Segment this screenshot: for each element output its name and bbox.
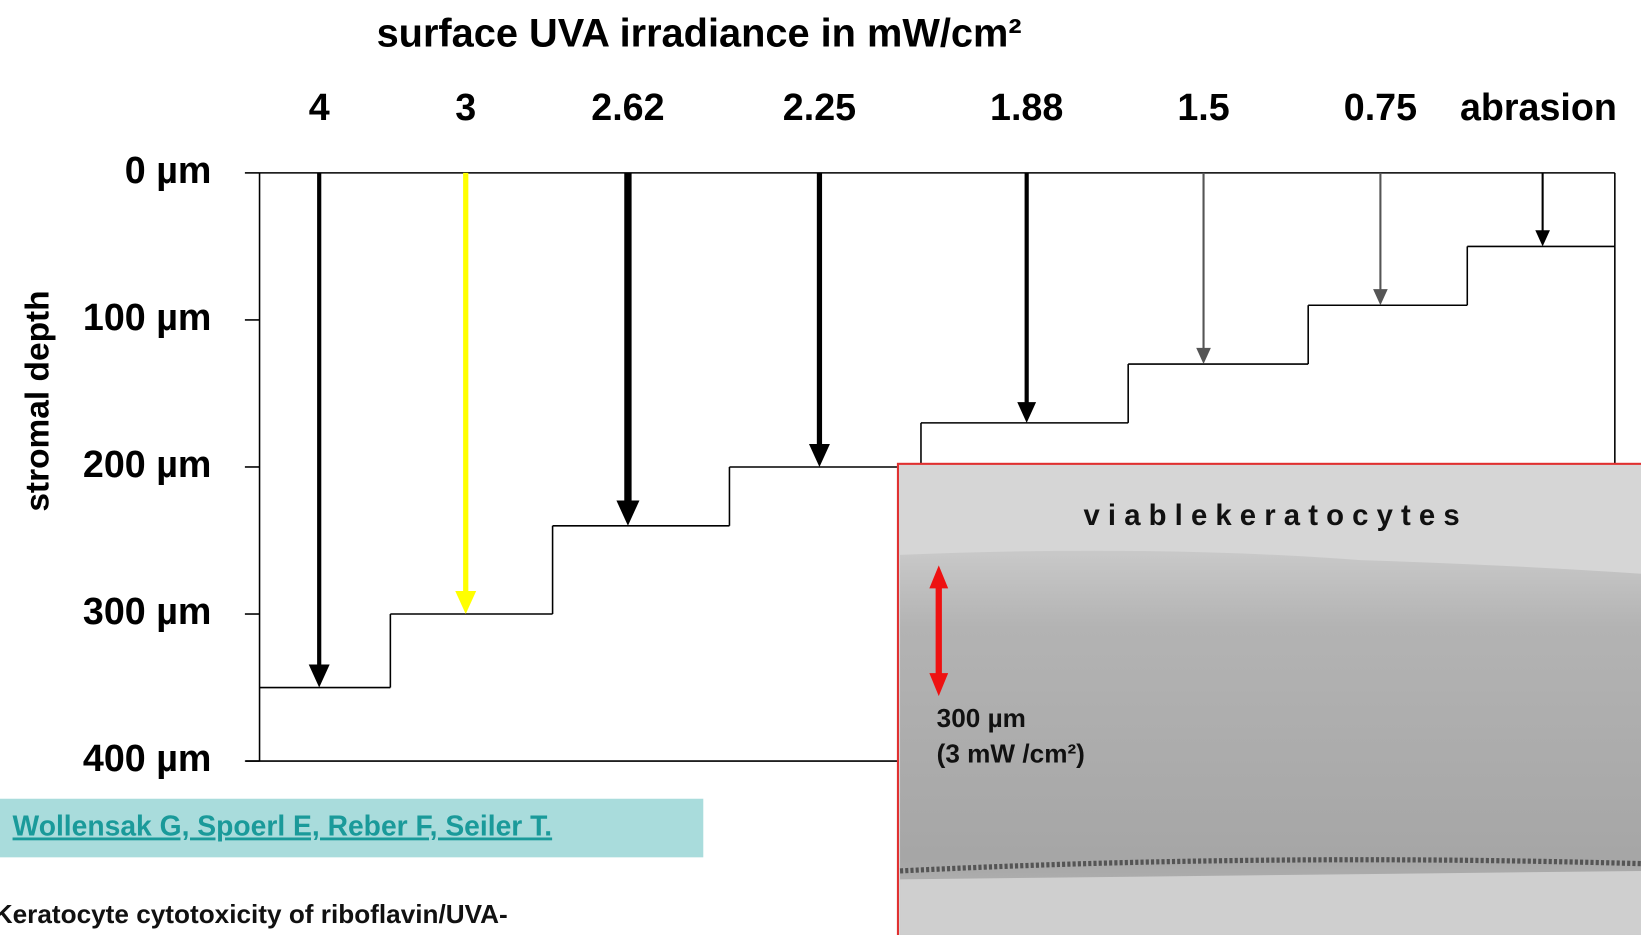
citation-title: Keratocyte cytotoxicity of riboflavin/UV… [0,899,508,929]
y-tick-label: 300 µm [83,590,211,632]
penetration-arrow [616,173,639,526]
arrow-head [455,591,476,614]
scale-note: (3 mW /cm²) [937,739,1085,769]
x-category-label: 1.88 [990,86,1063,128]
x-category-label: 1.5 [1177,86,1229,128]
inset-image: v i a b l e k e r a t o c y t e s 300 µm… [898,464,1641,935]
arrow-head [1196,348,1211,364]
arrow-head [616,500,639,525]
arrow-head [1017,402,1036,423]
page: {"chart_data": {"type": "step", "title":… [0,0,1641,935]
x-category-label: 3 [455,86,476,128]
penetration-arrow [455,173,476,614]
arrow-head [809,444,830,467]
penetration-arrow [1196,173,1211,364]
x-category-label: 2.62 [591,86,664,128]
arrow-head [1373,289,1388,305]
chart: surface UVA irradiance in mW/cm² stromal… [0,0,1641,935]
x-category-label: 2.25 [783,86,856,128]
y-tick-label: 200 µm [83,443,211,485]
arrow-head [1535,230,1550,246]
penetration-arrow [809,173,830,467]
tissue-lower [900,871,1641,935]
penetration-arrow [1373,173,1388,305]
penetration-arrow [1017,173,1036,423]
penetration-arrow [309,173,330,688]
x-category-label: abrasion [1460,86,1617,128]
penetration-arrow [1535,173,1550,247]
scale-label: 300 µm [937,703,1026,733]
inset-caption: v i a b l e k e r a t o c y t e s [1083,499,1459,532]
arrow-head [309,665,330,688]
y-tick-label: 100 µm [83,296,211,338]
x-category-label: 0.75 [1344,86,1417,128]
y-tick-label: 0 µm [125,149,212,191]
x-category-label: 4 [309,86,330,128]
citation-authors[interactable]: Wollensak G, Spoerl E, Reber F, Seiler T… [13,810,553,842]
y-tick-label: 400 µm [83,737,211,779]
chart-title: surface UVA irradiance in mW/cm² [377,11,1022,55]
y-axis-label: stromal depth [20,290,57,511]
